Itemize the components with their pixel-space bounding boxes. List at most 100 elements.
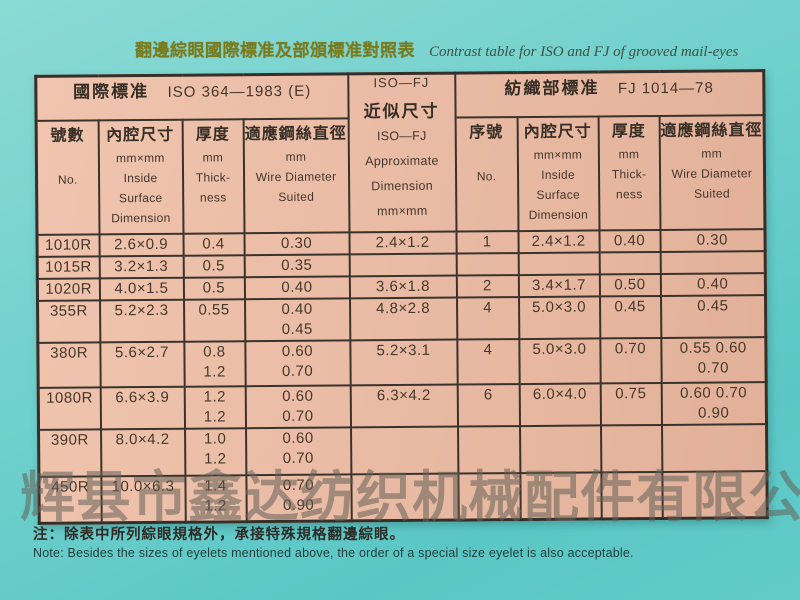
- cell-iso-thickness: 0.5: [183, 277, 245, 300]
- col-zh-label: 內腔尺寸: [106, 126, 175, 145]
- table-row: 450R 10.0×6.3 1.4 1.2 0.70 0.90: [38, 471, 768, 523]
- cell-approx-dimension: [350, 473, 459, 521]
- cell-iso-wire: 0.40 0.45: [244, 298, 350, 342]
- cell-iso-dimension: 5.6×2.7: [99, 341, 185, 388]
- section-header-row: 國際標准 ISO 364—1983 (E) ISO—FJ 近似尺寸 ISO—FJ…: [35, 70, 765, 233]
- col-sub-label: No.: [476, 169, 497, 184]
- cell-approx-dimension: 5.2×3.1: [349, 339, 458, 386]
- cell-fj-dimension: [519, 472, 602, 520]
- document-title: 翻邊綜眼國際標准及部頒標准對照表 Contrast table for ISO …: [135, 36, 738, 61]
- cell-fj-dimension: [519, 425, 601, 474]
- table-row: 355R 5.2×2.3 0.55 0.40 0.45 4.8×2.8 4 5.…: [37, 295, 766, 343]
- iso-col-thickness: 厚度 mm Thick- ness: [182, 119, 244, 234]
- cell-fj-wire: [660, 251, 766, 274]
- cell-approx-dimension: [350, 426, 458, 475]
- cell-iso-thickness: 0.4: [182, 233, 245, 256]
- cell-iso-no: 390R: [38, 429, 101, 477]
- cell-iso-wire: 0.60 0.70: [245, 385, 351, 429]
- cell-fj-wire: 0.30: [660, 229, 766, 252]
- cell-fj-no: 2: [456, 275, 519, 298]
- table-row: 1080R 6.6×3.9 1.2 1.2 0.60 0.70 6.3×4.2 …: [38, 382, 767, 430]
- cell-fj-no: 4: [456, 297, 519, 340]
- cell-approx-dimension: [349, 253, 457, 277]
- col-sub-label: mm×mm Inside Surface Dimension: [111, 150, 171, 226]
- cell-fj-wire: 0.55 0.60 0.70: [660, 337, 767, 383]
- cell-fj-wire: [661, 424, 767, 472]
- cell-fj-wire: [661, 471, 768, 518]
- cell-iso-thickness: 1.0 1.2: [184, 428, 246, 476]
- iso-col-wire-diameter: 適應鋼絲直徑 mm Wire Diameter Suited: [243, 118, 350, 234]
- iso-standard-code: ISO 364—1983 (E): [167, 82, 312, 101]
- fj-section-header: 紡織部標准 FJ 1014—78: [454, 70, 765, 118]
- col-zh-label: 適應鋼絲直徑: [244, 125, 347, 144]
- cell-iso-no: 1020R: [37, 278, 100, 301]
- cell-iso-thickness: 0.8 1.2: [183, 341, 246, 387]
- cell-iso-thickness: 0.55: [183, 299, 245, 342]
- cell-iso-no: 1080R: [38, 387, 101, 430]
- cell-fj-thickness: [600, 471, 663, 519]
- fj-col-wire-diameter: 適應鋼絲直徑 mm Wire Diameter Suited: [659, 115, 766, 230]
- cell-iso-no: 450R: [38, 476, 102, 523]
- cell-iso-dimension: 8.0×4.2: [100, 428, 185, 477]
- cell-fj-thickness: 0.50: [599, 273, 661, 297]
- col-zh-label: 序號: [469, 124, 504, 142]
- cell-fj-dimension: 2.4×1.2: [518, 230, 600, 254]
- col-zh-label: 厚度: [611, 123, 646, 141]
- cell-fj-no: 6: [457, 384, 520, 427]
- cell-iso-wire: 0.35: [244, 254, 350, 278]
- title-chinese: 翻邊綜眼國際標准及部頒標准對照表: [135, 41, 415, 60]
- col-zh-label: 內腔尺寸: [523, 123, 592, 142]
- cell-fj-thickness: [599, 251, 661, 275]
- cell-iso-no: 380R: [37, 342, 101, 388]
- fj-col-dimension: 內腔尺寸 mm×mm Inside Surface Dimension: [517, 116, 600, 232]
- cell-iso-thickness: 1.2 1.2: [184, 386, 246, 429]
- table-row: 380R 5.6×2.7 0.8 1.2 0.60 0.70 5.2×3.1 4…: [37, 337, 767, 388]
- iso-col-dimension: 內腔尺寸 mm×mm Inside Surface Dimension: [98, 119, 183, 235]
- cell-iso-no: 355R: [37, 300, 100, 343]
- comparison-table-wrapper: 國際標准 ISO 364—1983 (E) ISO—FJ 近似尺寸 ISO—FJ…: [34, 69, 769, 525]
- cell-fj-dimension: 5.0×3.0: [518, 296, 600, 340]
- cell-approx-dimension: 2.4×1.2: [349, 231, 457, 255]
- cell-fj-thickness: 0.40: [599, 229, 661, 253]
- cell-iso-no: 1010R: [37, 234, 100, 257]
- cell-iso-wire: 0.60 0.70: [244, 340, 351, 387]
- col-sub-label: mm Wire Diameter Suited: [671, 146, 753, 201]
- cell-iso-wire: 0.40: [244, 276, 350, 300]
- cell-fj-dimension: 3.4×1.7: [518, 274, 600, 298]
- cell-fj-no: [456, 253, 519, 276]
- cell-fj-no: 4: [456, 339, 520, 385]
- fj-standard-code: FJ 1014—78: [617, 79, 714, 98]
- cell-fj-dimension: [518, 252, 600, 276]
- col-zh-label: 厚度: [195, 126, 230, 144]
- cell-iso-dimension: 5.2×2.3: [99, 299, 184, 343]
- cell-iso-dimension: 6.6×3.9: [100, 386, 185, 430]
- col-sub-label: mm Thick- ness: [195, 150, 231, 205]
- cell-fj-wire: 0.45: [660, 295, 766, 338]
- fj-col-number: 序號 No.: [455, 117, 519, 232]
- col-sub-label: mm Wire Diameter Suited: [255, 149, 337, 204]
- col-sub-label: No.: [57, 172, 78, 187]
- iso-fj-approx-header: ISO—FJ 近似尺寸 ISO—FJ Approximate Dimension…: [347, 73, 457, 233]
- cell-fj-thickness: 0.45: [599, 295, 661, 339]
- note-chinese: 注：除表中所列綜眼規格外，承接特殊規格翻邊綜眼。: [33, 527, 405, 543]
- fj-section-title: 紡織部標准: [504, 78, 600, 99]
- table-row: 390R 8.0×4.2 1.0 1.2 0.60 0.70: [38, 424, 767, 477]
- cell-approx-dimension: 4.8×2.8: [349, 297, 457, 341]
- cell-iso-dimension: 2.6×0.9: [99, 233, 184, 257]
- iso-section-title: 國際標准: [73, 81, 150, 102]
- fj-col-thickness: 厚度 mm Thick- ness: [598, 115, 661, 231]
- approx-dimension-sub: ISO—FJ Approximate Dimension mm×mm: [365, 128, 439, 219]
- cell-iso-thickness: 0.5: [183, 255, 245, 278]
- col-sub-label: mm×mm Inside Surface Dimension: [528, 147, 589, 222]
- cell-fj-no: [457, 426, 520, 474]
- cell-iso-thickness: 1.4 1.2: [184, 475, 247, 522]
- cell-iso-wire: 0.30: [243, 232, 350, 256]
- col-zh-label: 號數: [50, 127, 85, 145]
- cell-fj-dimension: 6.0×4.0: [519, 383, 601, 427]
- cell-iso-no: 1015R: [37, 256, 100, 279]
- cell-fj-thickness: [600, 424, 662, 473]
- col-zh-label: 適應鋼絲直徑: [660, 122, 763, 140]
- cell-fj-dimension: 5.0×3.0: [518, 338, 601, 385]
- cell-iso-wire: 0.60 0.70: [245, 427, 351, 476]
